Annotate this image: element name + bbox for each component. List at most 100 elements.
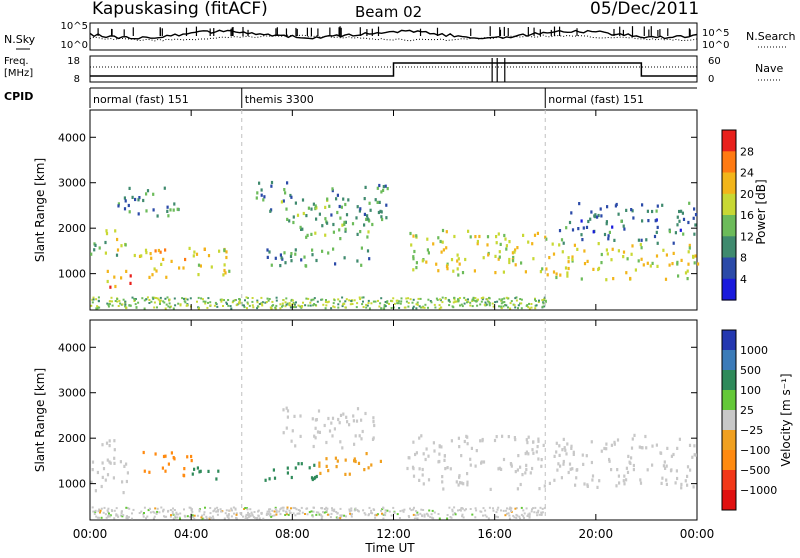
echo-cell (143, 469, 146, 473)
echo-cell (369, 208, 372, 212)
echo-cell (177, 513, 180, 516)
echo-cell (384, 184, 387, 188)
echo-cell (565, 226, 568, 230)
echo-cell (379, 302, 382, 305)
echo-cell (102, 511, 105, 514)
echo-cell (686, 474, 689, 478)
echo-cell (134, 197, 137, 202)
echo-cell (370, 509, 373, 512)
echo-cell (422, 452, 425, 456)
echo-cell (661, 476, 664, 480)
echo-cell (153, 296, 156, 299)
echo-cell (680, 258, 683, 262)
echo-cell (182, 266, 185, 270)
echo-cell (156, 510, 159, 513)
echo-cell (537, 457, 540, 461)
echo-cell (138, 512, 141, 514)
echo-cell (566, 274, 569, 278)
echo-cell (283, 251, 286, 255)
echo-cell (267, 299, 270, 302)
echo-cell (498, 305, 500, 308)
echo-cell (372, 300, 375, 303)
echo-cell (170, 259, 173, 263)
echo-cell (269, 513, 272, 515)
echo-cell (109, 285, 112, 289)
echo-cell (510, 507, 513, 510)
echo-cell (339, 237, 342, 241)
echo-cell (503, 297, 506, 300)
echo-cell (570, 211, 573, 215)
echo-cell (111, 300, 113, 303)
echo-cell (548, 256, 551, 260)
echo-cell (162, 300, 165, 303)
echo-cell (213, 304, 216, 307)
echo-cell (185, 304, 188, 307)
station-title: Kapuskasing (fitACF) (92, 0, 268, 19)
echo-cell (268, 514, 271, 517)
echo-cell (431, 509, 434, 512)
echo-cell (318, 212, 321, 216)
echo-cell (124, 243, 127, 247)
echo-cell (269, 508, 272, 511)
echo-cell (356, 302, 359, 305)
echo-cell (265, 301, 268, 304)
echo-cell (113, 456, 116, 460)
echo-cell (108, 303, 111, 306)
echo-cell (681, 211, 684, 215)
echo-cell (344, 300, 347, 303)
echo-cell (518, 515, 521, 518)
echo-cell (198, 470, 201, 474)
echo-cell (301, 511, 304, 514)
echo-cell (245, 513, 248, 516)
echo-cell (400, 297, 403, 300)
echo-cell (646, 209, 649, 213)
echo-cell (500, 467, 503, 471)
echo-cell (538, 487, 541, 491)
echo-cell (166, 209, 169, 213)
echo-cell (122, 298, 125, 301)
colorbar-swatch (722, 193, 736, 216)
echo-cell (214, 507, 217, 510)
echo-cell (286, 506, 289, 509)
echo-cell (264, 478, 267, 482)
echo-cell (234, 507, 237, 510)
echo-cell (461, 507, 464, 510)
echo-cell (348, 299, 351, 302)
echo-cell (462, 482, 465, 486)
echo-cell (310, 510, 313, 513)
echo-cell (659, 451, 662, 455)
echo-cell (374, 516, 377, 519)
echo-cell (495, 511, 498, 514)
echo-cell (492, 507, 494, 510)
echo-cell (637, 238, 640, 242)
echo-cell (427, 251, 430, 255)
echo-cell (288, 509, 291, 512)
echo-cell (566, 271, 569, 275)
echo-cell (573, 243, 576, 247)
echo-cell (286, 302, 289, 305)
echo-cell (651, 463, 654, 467)
echo-cell (345, 415, 348, 419)
echo-cell (256, 301, 259, 304)
echo-cell (676, 446, 679, 450)
echo-cell (92, 296, 95, 299)
echo-cell (281, 302, 284, 305)
echo-cell (412, 305, 415, 308)
power-panel-frame (89, 109, 698, 311)
echo-cell (242, 515, 244, 518)
echo-cell (274, 306, 277, 309)
power-echoes (90, 110, 700, 310)
echo-cell (271, 514, 274, 517)
echo-cell (457, 273, 460, 277)
echo-cell (299, 414, 302, 418)
echo-cell (325, 464, 328, 468)
echo-cell (282, 431, 285, 435)
echo-cell (519, 298, 522, 300)
echo-cell (461, 305, 464, 308)
echo-cell (343, 220, 346, 224)
echo-cell (416, 303, 419, 306)
echo-cell (504, 303, 506, 306)
echo-cell (326, 507, 329, 510)
echo-cell (626, 470, 630, 474)
echo-cell (360, 263, 363, 267)
